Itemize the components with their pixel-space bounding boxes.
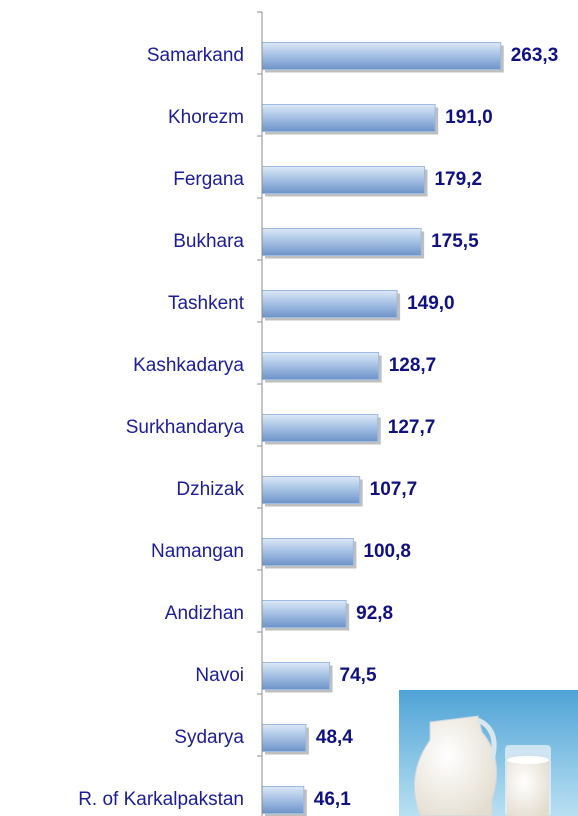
value-label: 175,5	[431, 231, 479, 252]
category-label: Bukhara	[173, 231, 244, 252]
category-label: Khorezm	[168, 107, 244, 128]
value-label: 46,1	[314, 789, 351, 810]
category-label: Fergana	[173, 169, 244, 190]
value-label: 100,8	[363, 541, 411, 562]
bar	[261, 290, 398, 318]
bar	[261, 476, 361, 504]
photo	[399, 690, 578, 816]
value-label: 179,2	[434, 169, 482, 190]
bar	[261, 662, 331, 690]
bar	[261, 166, 425, 194]
category-label: Surkhandarya	[126, 417, 245, 438]
category-label: Namangan	[151, 541, 244, 562]
value-label: 107,7	[370, 479, 418, 500]
category-label: Navoi	[195, 665, 244, 686]
category-label: Samarkand	[147, 45, 244, 66]
bar	[261, 414, 379, 442]
value-label: 263,3	[511, 45, 559, 66]
bar	[261, 228, 422, 256]
bar	[261, 600, 347, 628]
bar	[261, 786, 305, 814]
value-label: 191,0	[445, 107, 493, 128]
category-label: Andizhan	[165, 603, 244, 624]
category-label: R. of Karkalpakstan	[78, 789, 244, 810]
category-label: Sydarya	[174, 727, 244, 748]
value-label: 48,4	[316, 727, 353, 748]
value-label: 149,0	[407, 293, 455, 314]
bar	[261, 724, 307, 752]
category-label: Dzhizak	[176, 479, 244, 500]
bar	[261, 42, 502, 70]
bar	[261, 538, 354, 566]
value-label: 127,7	[388, 417, 436, 438]
category-label: Tashkent	[168, 293, 245, 314]
bar	[261, 352, 380, 380]
value-label: 92,8	[356, 603, 393, 624]
category-label: Kashkadarya	[133, 355, 244, 376]
bar	[261, 104, 436, 132]
value-label: 74,5	[340, 665, 377, 686]
value-label: 128,7	[389, 355, 437, 376]
